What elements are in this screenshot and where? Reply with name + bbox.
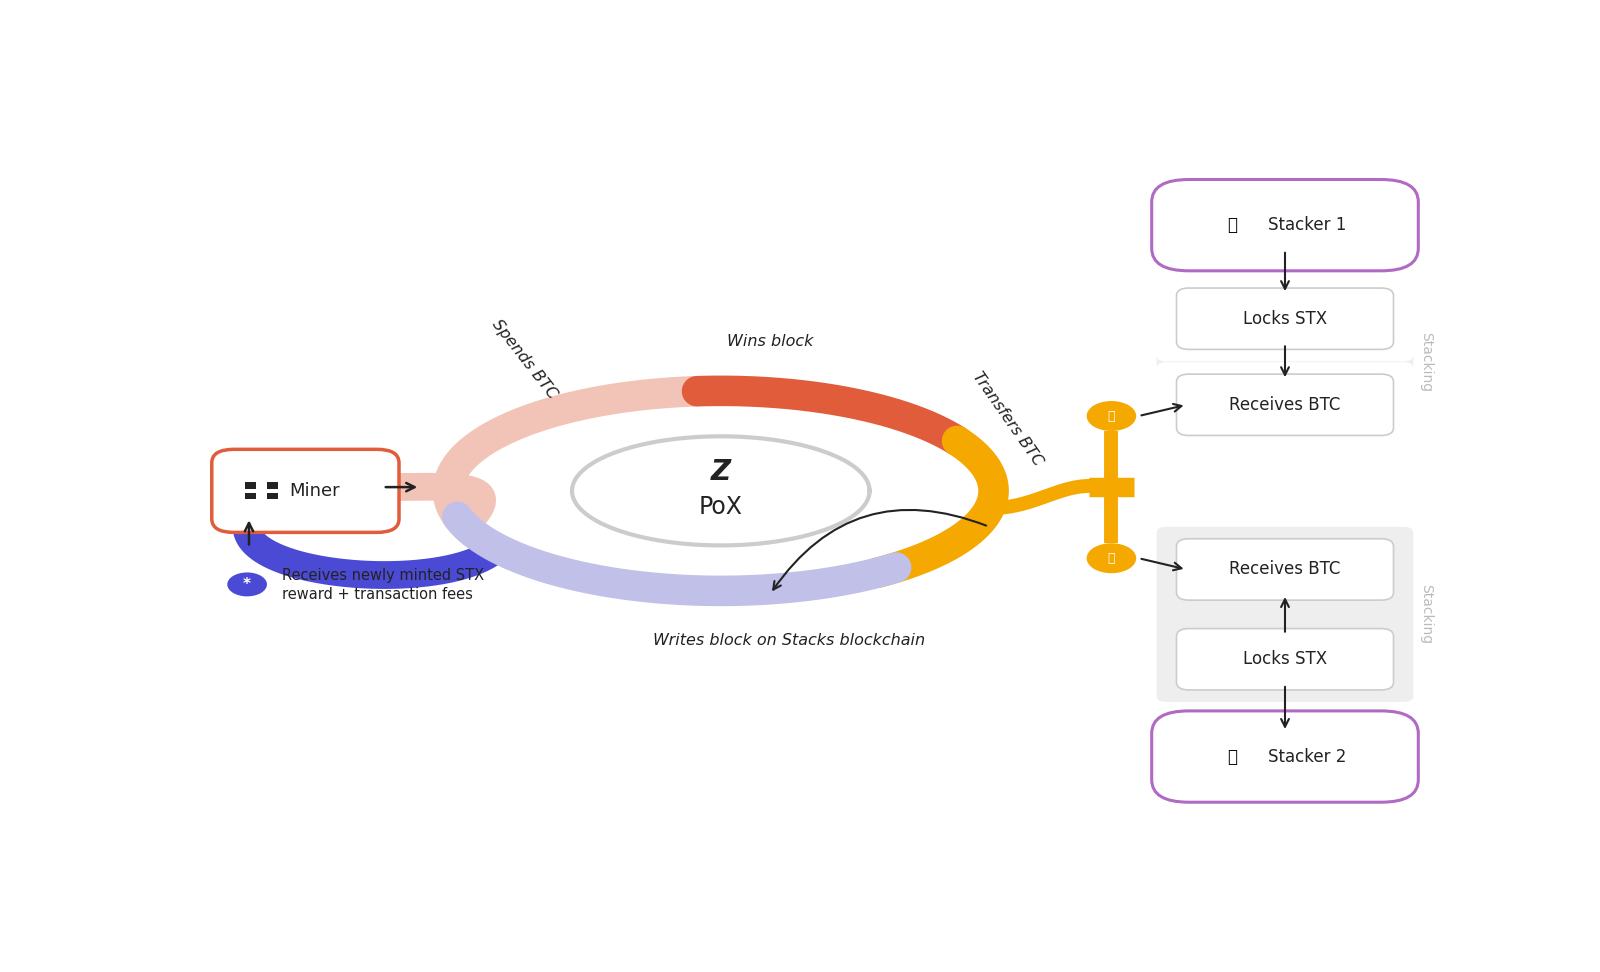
Circle shape: [1086, 401, 1136, 431]
Text: Spends BTC: Spends BTC: [490, 317, 560, 401]
FancyBboxPatch shape: [211, 449, 398, 533]
Text: Receives BTC: Receives BTC: [1229, 561, 1341, 578]
Text: Locks STX: Locks STX: [1243, 310, 1326, 328]
Text: Miner: Miner: [290, 482, 341, 500]
FancyBboxPatch shape: [1152, 711, 1418, 802]
Text: reward + transaction fees: reward + transaction fees: [282, 587, 472, 602]
Text: 🗃: 🗃: [1227, 747, 1237, 766]
FancyBboxPatch shape: [245, 493, 256, 500]
FancyBboxPatch shape: [1157, 527, 1413, 702]
Text: Stacking: Stacking: [1419, 584, 1432, 644]
FancyBboxPatch shape: [1152, 180, 1418, 271]
FancyBboxPatch shape: [1176, 538, 1394, 600]
FancyBboxPatch shape: [267, 493, 278, 500]
FancyBboxPatch shape: [1176, 374, 1394, 435]
FancyBboxPatch shape: [1176, 288, 1394, 349]
Text: Receives newly minted STX: Receives newly minted STX: [282, 568, 483, 583]
Text: Receives BTC: Receives BTC: [1229, 396, 1341, 414]
Text: PoX: PoX: [699, 495, 742, 519]
FancyBboxPatch shape: [1176, 629, 1394, 690]
Text: ₿: ₿: [1107, 409, 1115, 423]
Text: Stacker 1: Stacker 1: [1269, 216, 1347, 234]
Text: Z: Z: [710, 458, 731, 486]
Text: Stacking: Stacking: [1419, 331, 1432, 392]
Text: ₿: ₿: [1107, 552, 1115, 565]
FancyBboxPatch shape: [267, 482, 278, 489]
FancyBboxPatch shape: [1157, 356, 1413, 368]
Text: Locks STX: Locks STX: [1243, 650, 1326, 669]
Text: 🗃: 🗃: [1227, 216, 1237, 234]
Text: Writes block on Stacks blockchain: Writes block on Stacks blockchain: [653, 633, 925, 648]
Text: Wins block: Wins block: [726, 333, 813, 349]
Text: Stacker 2: Stacker 2: [1269, 747, 1347, 766]
FancyBboxPatch shape: [245, 482, 256, 489]
Circle shape: [227, 573, 267, 597]
Text: Transfers BTC: Transfers BTC: [970, 369, 1045, 469]
Text: *: *: [243, 577, 251, 592]
Circle shape: [1086, 543, 1136, 573]
